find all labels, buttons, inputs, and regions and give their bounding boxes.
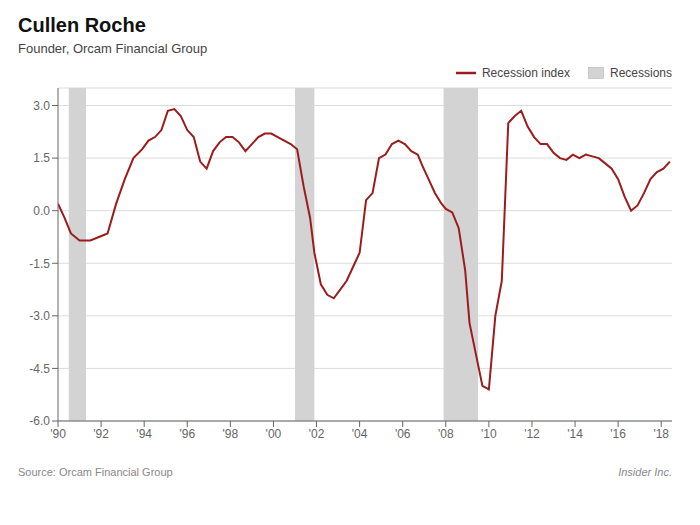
svg-text:-1.5: -1.5 <box>29 257 50 271</box>
svg-text:1.5: 1.5 <box>33 151 50 165</box>
html-text:Insider Inc.: Insider Inc. <box>618 466 672 478</box>
svg-text:'94: '94 <box>136 427 152 441</box>
svg-text:'98: '98 <box>223 427 239 441</box>
html-text:Cullen Roche: Cullen Roche <box>18 14 146 36</box>
svg-text:'08: '08 <box>438 427 454 441</box>
svg-text:3.0: 3.0 <box>33 99 50 113</box>
svg-text:'18: '18 <box>653 427 669 441</box>
svg-text:'16: '16 <box>610 427 626 441</box>
html-text:Founder, Orcam Financial Group: Founder, Orcam Financial Group <box>18 41 208 56</box>
svg-text:-4.5: -4.5 <box>29 362 50 376</box>
html-text:Source: Orcam Financial Group: Source: Orcam Financial Group <box>18 466 173 478</box>
svg-text:'90: '90 <box>50 427 66 441</box>
html-text:Recession index: Recession index <box>481 66 570 80</box>
svg-text:'10: '10 <box>481 427 497 441</box>
svg-text:'12: '12 <box>524 427 540 441</box>
svg-text:'00: '00 <box>266 427 282 441</box>
svg-text:'02: '02 <box>309 427 325 441</box>
svg-text:'06: '06 <box>395 427 411 441</box>
svg-text:'92: '92 <box>93 427 109 441</box>
svg-text:'14: '14 <box>567 427 583 441</box>
svg-text:'96: '96 <box>179 427 195 441</box>
svg-text:'04: '04 <box>352 427 368 441</box>
svg-text:-3.0: -3.0 <box>29 309 50 323</box>
svg-text:-6.0: -6.0 <box>29 414 50 428</box>
html-text:Recessions: Recessions <box>610 66 672 80</box>
svg-text:0.0: 0.0 <box>33 204 50 218</box>
